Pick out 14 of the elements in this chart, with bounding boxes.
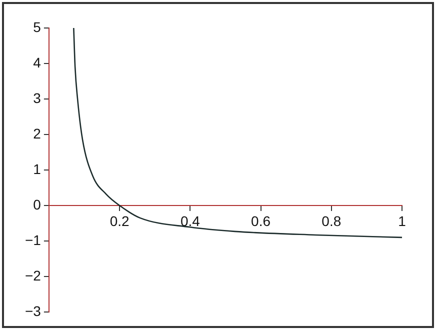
x-tick-label: 0.6 xyxy=(251,212,271,229)
y-tick-label: 5 xyxy=(33,18,42,35)
x-tick-label: 0.8 xyxy=(322,212,342,229)
y-tick-label: 0 xyxy=(33,196,42,212)
y-tick-label: −1 xyxy=(24,232,42,248)
y-tick-label: 1 xyxy=(33,160,42,177)
y-tick-label: −3 xyxy=(24,302,42,319)
y-tick-label: 3 xyxy=(33,90,42,106)
y-tick-label: 4 xyxy=(33,54,42,70)
x-tick-label: 0.4 xyxy=(180,212,200,229)
x-tick-label: 0.2 xyxy=(110,212,130,229)
y-tick-label: 2 xyxy=(33,125,42,142)
y-tick-label: −2 xyxy=(24,267,42,284)
x-tick-label: 1 xyxy=(398,212,406,229)
